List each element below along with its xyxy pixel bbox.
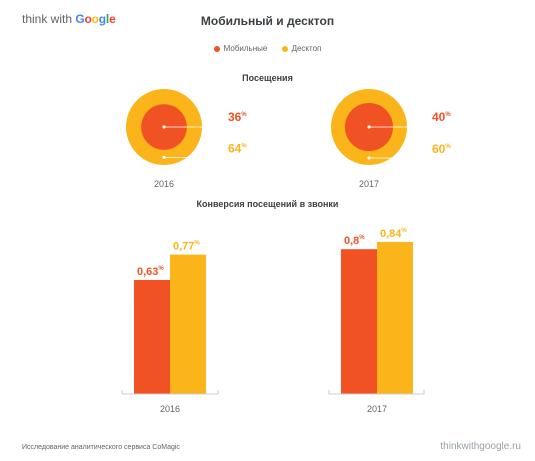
google-wordmark: Google [75,12,116,26]
legend-item-desktop: Десктоп [281,44,322,53]
desktop-leader-dot-2016 [162,155,166,159]
desktop-conversion-label-2016: 0,77% [173,241,200,253]
visits-chart-title: Посещения [242,73,293,83]
desktop-conversion-label-2017: 0,84% [380,228,407,240]
conversion-year-label-2016: 2016 [160,404,180,414]
legend-swatch-mobile [213,45,220,52]
brand-logo: think with Google [22,12,116,26]
desktop-conversion-bar-2016 [170,254,206,394]
mobile-leader-dot-2017 [367,125,371,129]
conversion-chart-title: Конверсия посещений в звонки [196,199,339,209]
legend-item-mobile: Мобильные [213,44,268,53]
desktop-share-label-2016: 64% [228,141,247,155]
mobile-conversion-bar-2017 [341,249,377,394]
legend-label-mobile: Мобильные [223,44,268,53]
legend: Мобильные Десктоп [0,44,535,54]
mobile-share-label-2017: 40% [432,110,451,124]
visits-year-label-2017: 2017 [359,179,379,189]
page-title: Мобильный и десктоп [200,14,335,28]
desktop-share-label-2017: 60% [432,142,451,156]
brand-prefix: think with [22,12,76,26]
mobile-leader-dot-2016 [162,125,166,129]
source-note: Исследование аналитического сервиса CoMa… [22,444,180,451]
mobile-conversion-bar-2016 [134,279,170,394]
mobile-conversion-label-2016: 0,63% [137,266,164,278]
desktop-leader-dot-2017 [367,156,371,160]
legend-swatch-desktop [281,45,288,52]
mobile-conversion-label-2017: 0,8% [344,235,365,247]
visits-year-label-2016: 2016 [154,179,174,189]
legend-label-desktop: Десктоп [291,44,322,53]
conversion-year-label-2017: 2017 [367,404,387,414]
desktop-conversion-bar-2017 [377,241,413,394]
mobile-share-label-2016: 36% [228,110,247,124]
site-link[interactable]: thinkwithgoogle.ru [440,441,521,452]
